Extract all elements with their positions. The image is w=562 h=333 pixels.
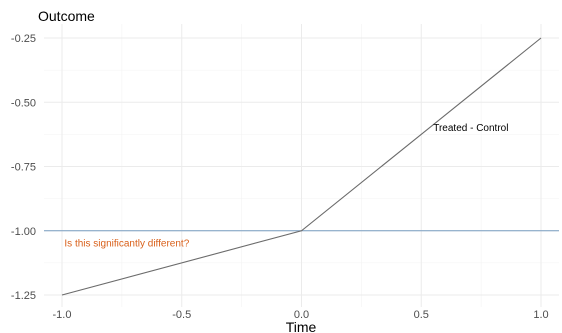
y-tick-label: -0.25 (11, 33, 36, 45)
x-axis-title: Time (286, 319, 317, 333)
annotation-label: Is this significantly different? (64, 239, 189, 250)
x-tick-labels: -1.0 -0.5 0.0 0.5 1.0 (53, 309, 549, 321)
x-tick-label: -1.0 (53, 309, 72, 321)
x-tick-label: 0.0 (294, 309, 309, 321)
x-tick-label: 1.0 (533, 309, 548, 321)
annotations: Treated - Control Is this significantly d… (64, 123, 508, 250)
x-tick-label: 0.5 (414, 309, 429, 321)
y-tick-label: -1.00 (11, 226, 36, 238)
y-tick-label: -0.50 (11, 97, 36, 109)
annotation-label: Treated - Control (433, 123, 508, 134)
major-gridlines (44, 24, 559, 307)
series-group (61, 37, 542, 296)
y-axis-title: Outcome (38, 8, 95, 24)
y-tick-label: -0.75 (11, 162, 36, 174)
y-tick-label: -1.25 (11, 290, 36, 302)
series-line (61, 37, 542, 296)
y-tick-labels: -0.25 -0.50 -0.75 -1.00 -1.25 (11, 33, 36, 302)
x-tick-label: -0.5 (172, 309, 191, 321)
